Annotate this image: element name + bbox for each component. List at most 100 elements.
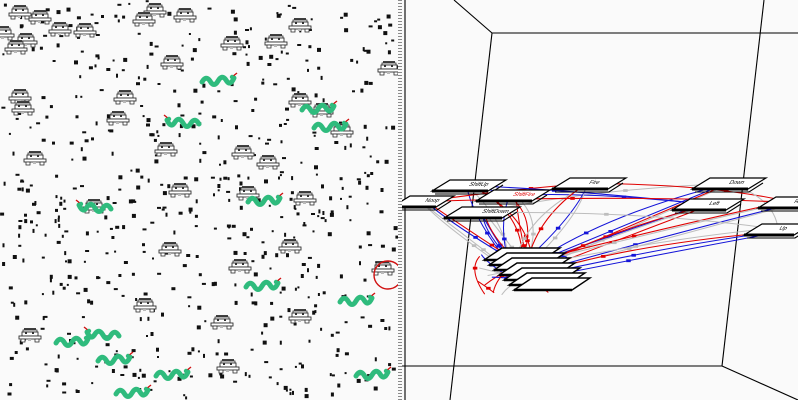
enemy-sprite[interactable]: [106, 110, 130, 126]
debris-particle: [273, 83, 278, 86]
debris-particle: [318, 209, 321, 214]
enemy-sprite[interactable]: [288, 17, 312, 33]
debris-particle: [269, 54, 274, 59]
debris-particle: [234, 283, 237, 287]
enemy-sprite[interactable]: [210, 314, 234, 330]
graph-node-right[interactable]: [755, 196, 798, 212]
debris-particle: [95, 54, 100, 58]
debris-particle: [304, 394, 309, 399]
enemy-sprite[interactable]: [160, 54, 184, 70]
debris-particle: [304, 387, 308, 392]
debris-particle: [358, 180, 362, 185]
graph-node-state-grid[interactable]: [481, 247, 593, 292]
snake-sprite[interactable]: [314, 119, 349, 131]
debris-particle: [317, 47, 321, 52]
snake-sprite[interactable]: [156, 367, 191, 379]
debris-particle: [157, 356, 159, 358]
enemy-sprite[interactable]: [264, 33, 288, 49]
enemy-sprite[interactable]: [8, 4, 32, 20]
enemy-sprite[interactable]: [48, 21, 72, 37]
snake-sprite[interactable]: [356, 367, 391, 379]
snake-sprite[interactable]: [116, 385, 151, 397]
debris-particle: [344, 145, 347, 150]
graph-edge-arrow: [724, 189, 729, 193]
enemy-sprite[interactable]: [18, 327, 42, 343]
policy-graph-3d-panel[interactable]: ShiftUp Noop ShiftDown ShiftFire Fire Down Lef…: [402, 0, 798, 400]
enemy-sprite[interactable]: [113, 89, 137, 105]
graph-edge-arrow: [580, 244, 586, 248]
debris-particle: [233, 380, 238, 383]
debris-particle: [24, 219, 28, 224]
graph-edge-arrow: [633, 243, 638, 247]
snake-sprite[interactable]: [56, 334, 91, 346]
debris-particle: [395, 235, 398, 239]
graph-node-up[interactable]: [741, 223, 798, 239]
debris-particle: [279, 171, 284, 174]
enemy-sprite[interactable]: [220, 35, 244, 51]
game-observation-panel[interactable]: [0, 0, 398, 400]
graph-node-shift-down[interactable]: [441, 206, 523, 222]
enemy-sprite[interactable]: [288, 308, 312, 324]
graph-node-noop[interactable]: [402, 195, 457, 211]
debris-particle: [243, 46, 246, 49]
debris-particle: [363, 49, 367, 52]
debris-particle: [85, 231, 89, 236]
debris-particle: [373, 386, 378, 391]
debris-particle: [140, 105, 144, 107]
graph-edge-arrow: [631, 234, 637, 238]
debris-particle: [58, 223, 61, 228]
enemy-sprite[interactable]: [73, 22, 97, 38]
debris-particle: [233, 250, 238, 255]
debris-particle: [208, 373, 213, 378]
debris-particle: [271, 230, 274, 233]
enemy-sprite[interactable]: [293, 190, 317, 206]
debris-particle: [8, 132, 11, 135]
enemy-sprite[interactable]: [158, 241, 182, 257]
debris-particle: [57, 354, 60, 359]
debris-particle: [198, 38, 201, 42]
debris-particle: [2, 53, 5, 56]
enemy-sprite[interactable]: [28, 9, 52, 25]
enemy-sprite[interactable]: [377, 60, 398, 76]
snake-sprite[interactable]: [202, 73, 237, 85]
debris-particle: [227, 237, 232, 240]
enemy-sprite[interactable]: [8, 88, 32, 104]
enemy-sprite[interactable]: [23, 150, 47, 166]
snake-sprite[interactable]: [246, 278, 281, 290]
graph-edge-arrow: [621, 195, 627, 199]
graph-node-left[interactable]: [669, 198, 747, 214]
graph-edge-arrow: [525, 239, 530, 243]
graph-node-down[interactable]: [689, 177, 769, 193]
debris-particle: [366, 231, 371, 236]
debris-particle: [116, 73, 118, 78]
debris-particle: [91, 382, 94, 385]
debris-particle: [24, 213, 27, 217]
debris-particle: [199, 142, 202, 145]
graph-edge-arrow: [472, 266, 478, 270]
graph-edge-arrow: [489, 243, 495, 247]
enemy-sprite[interactable]: [216, 358, 240, 374]
graph-node-shift-up[interactable]: [429, 179, 509, 195]
debris-particle: [140, 175, 144, 179]
debris-particle: [20, 16, 23, 20]
debris-particle: [293, 322, 297, 326]
debris-particle: [322, 98, 325, 103]
debris-particle: [280, 50, 283, 54]
enemy-sprite[interactable]: [231, 144, 255, 160]
enemy-sprite[interactable]: [228, 258, 252, 274]
enemy-sprite[interactable]: [256, 154, 280, 170]
enemy-sprite[interactable]: [0, 25, 15, 41]
debris-particle: [219, 177, 222, 181]
enemy-sprite[interactable]: [278, 238, 302, 254]
debris-particle: [344, 352, 349, 356]
debris-particle: [298, 362, 302, 365]
snake-sprite[interactable]: [84, 327, 119, 339]
enemy-sprite[interactable]: [154, 141, 178, 157]
enemy-sprite[interactable]: [173, 7, 197, 23]
graph-node-fire[interactable]: [549, 177, 629, 193]
enemy-sprite[interactable]: [168, 182, 192, 198]
debris-particle: [59, 282, 63, 286]
graph-node-shift-fire[interactable]: [473, 189, 553, 205]
debris-particle: [308, 29, 312, 31]
enemy-sprite[interactable]: [133, 297, 157, 313]
